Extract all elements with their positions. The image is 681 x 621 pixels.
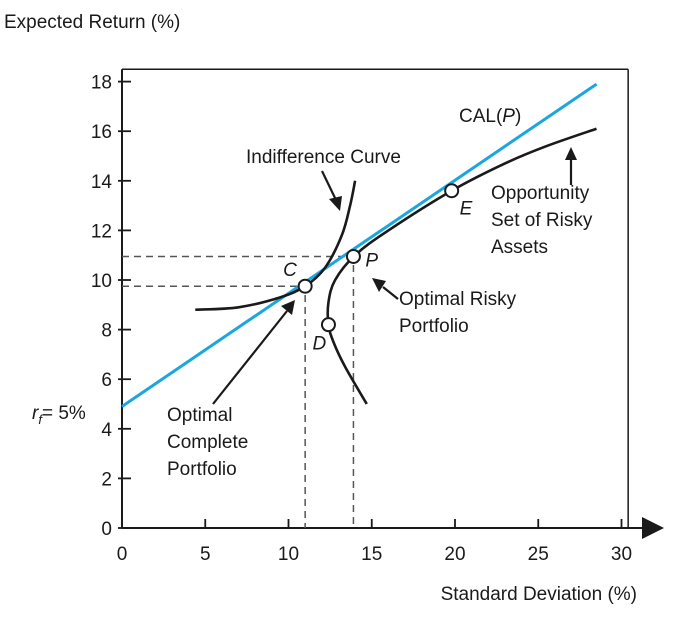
opportunity-set-label-line3: Assets [491,237,548,258]
point-d [320,317,336,333]
cal-label-prefix: CAL( [459,106,503,127]
x-tick-label: 15 [361,544,382,565]
annotation-arrows [212,147,577,405]
indifference-curve [195,180,357,312]
cal-label-suffix: ) [515,106,521,127]
x-tick-label: 25 [528,544,549,565]
plot-area [121,68,664,539]
indifference-pointer-head [329,196,342,211]
indifference-curve-label: Indifference Curve [246,147,401,168]
y-tick-label: 16 [91,122,112,143]
rf-value: = 5% [42,403,86,424]
y-tick-label: 0 [101,519,112,540]
marks-group: C P D E [121,82,598,528]
cal-label: CAL(P) [459,106,521,127]
optimal-risky-pointer-line [382,286,399,300]
cal-label-p: P [502,106,515,127]
x-tick-label: 10 [278,544,299,565]
optimal-complete-pointer-line [212,310,288,405]
x-tick-label: 5 [200,544,211,565]
rf-symbol: r [32,403,39,424]
y-tick-label: 6 [101,370,112,391]
x-tick-label: 30 [611,544,632,565]
x-axis-arrowhead [642,517,664,539]
y-tick-label: 10 [91,271,112,292]
y-tick-label: 8 [101,321,112,342]
opportunity-set-label-line1: Opportunity [491,183,590,204]
y-axis-title: Expected Return (%) [4,12,180,33]
rf-subscript: f [38,412,43,427]
y-tick-label: 12 [91,221,112,242]
optimal-risky-label-line1: Optimal Risky [399,289,517,310]
x-tick-label: 20 [444,544,465,565]
x-axis-title: Standard Deviation (%) [441,584,637,605]
x-tick-label: 0 [117,544,128,565]
opportunity-set-curve [326,127,597,405]
guide-line-p [122,255,355,528]
point-p [345,248,361,264]
y-tick-label: 4 [101,420,112,441]
point-label-e: E [460,199,473,220]
y-tick-label: 2 [101,469,112,490]
tick-group: 0 2 4 6 8 10 12 14 16 18 0 5 10 15 20 25 30 [91,73,632,565]
point-label-d: D [312,334,326,355]
optimal-risky-label-line2: Portfolio [399,316,469,337]
opportunity-pointer-head [565,147,577,160]
cal-line [121,82,598,408]
point-label-p: P [365,250,378,271]
optimal-complete-label-line3: Portfolio [167,459,237,480]
point-e [444,183,460,199]
optimal-risky-pointer-head [372,278,386,292]
opportunity-set-label-line2: Set of Risky [491,210,593,231]
y-tick-label: 18 [91,73,112,94]
point-label-c: C [283,260,297,281]
indifference-pointer-line [321,170,337,201]
optimal-complete-label-line1: Optimal [167,405,232,426]
rf-label: rf= 5% [32,403,86,427]
y-tick-label: 14 [91,172,113,193]
optimal-complete-pointer-head [281,300,295,315]
optimal-complete-label-line2: Complete [167,432,248,453]
point-c [297,278,313,294]
